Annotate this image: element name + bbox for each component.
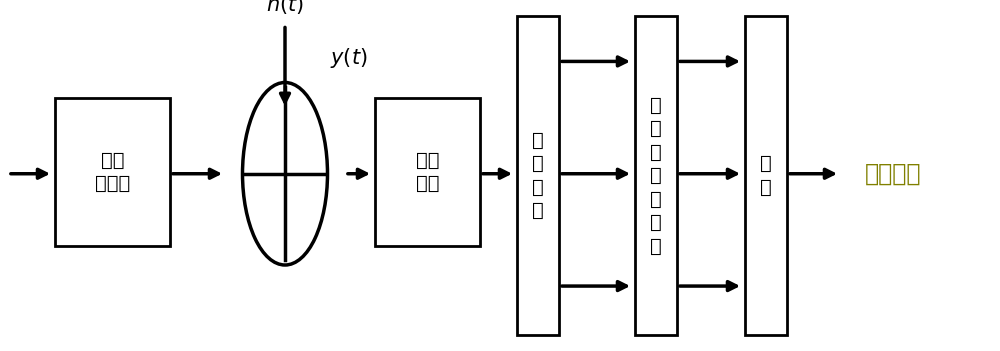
Bar xyxy=(55,98,170,246)
Text: 串
并
转
换: 串 并 转 换 xyxy=(532,131,544,220)
Text: $y(t)$: $y(t)$ xyxy=(330,46,368,70)
Bar xyxy=(635,16,677,335)
Bar xyxy=(517,16,559,335)
Bar xyxy=(745,16,787,335)
Text: 模数
转换: 模数 转换 xyxy=(416,151,439,193)
Ellipse shape xyxy=(242,82,328,265)
Text: $n(t)$: $n(t)$ xyxy=(266,0,304,16)
Text: 快
速
傅
立
叶
变
换: 快 速 傅 立 叶 变 换 xyxy=(650,95,662,256)
Text: 接收比特: 接收比特 xyxy=(865,162,922,186)
Text: 解
调: 解 调 xyxy=(760,154,772,197)
Text: 光电
二极管: 光电 二极管 xyxy=(95,151,130,193)
Bar xyxy=(375,98,480,246)
